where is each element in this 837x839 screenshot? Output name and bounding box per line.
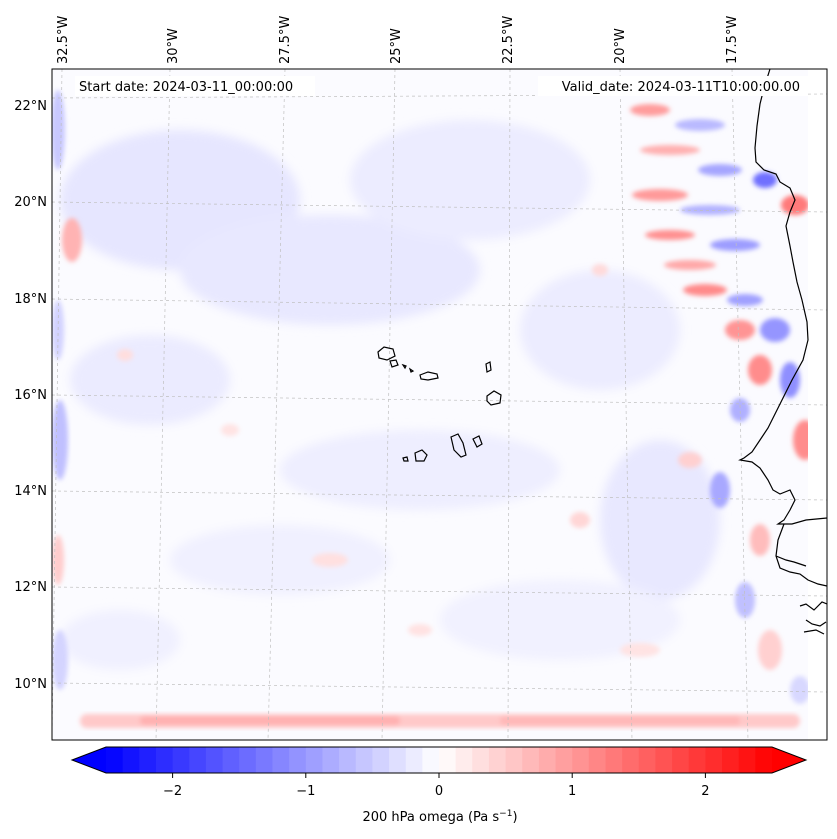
colorbar-segment	[439, 747, 457, 773]
colorbar-extend-low	[72, 747, 106, 773]
colorbar-segment	[155, 747, 174, 773]
colorbar-segment	[455, 747, 473, 773]
colorbar: −2 −1 0 1 2 200 hPa omega (Pa s−1)	[70, 746, 808, 825]
lon-label: 20°W	[613, 28, 628, 64]
lat-label: 12°N	[14, 580, 47, 595]
colorbar-segment	[339, 747, 357, 773]
colorbar-segment	[588, 747, 607, 773]
colorbar-segment	[405, 747, 423, 773]
colorbar-segment	[389, 747, 407, 773]
colorbar-segment	[655, 747, 673, 773]
colorbar-segment	[172, 747, 190, 773]
colorbar-segment	[605, 747, 623, 773]
colorbar-segment	[255, 747, 274, 773]
colorbar-segment	[555, 747, 573, 773]
lon-label: 30°W	[166, 28, 181, 64]
coastal-wave-pattern	[630, 104, 817, 704]
lon-label: 32.5°W	[56, 16, 71, 64]
colorbar-tick-label: 1	[568, 784, 576, 799]
graticule	[52, 69, 827, 740]
latitude-labels: 22°N 20°N 18°N 16°N 14°N 12°N 10°N	[14, 99, 47, 692]
valid-label-box	[538, 76, 808, 96]
map-frame	[51, 68, 828, 741]
omega-field-positive	[62, 218, 702, 657]
colorbar-segment	[522, 747, 540, 773]
colorbar-segment	[722, 747, 740, 773]
colorbar-segment	[122, 747, 140, 773]
start-label-box	[75, 76, 315, 96]
lat-label: 16°N	[14, 388, 47, 403]
colorbar-extend-high	[772, 747, 806, 773]
bottom-boundary-band	[80, 714, 800, 728]
colorbar-segment	[488, 747, 507, 773]
colorbar-segment	[505, 747, 523, 773]
lon-label: 17.5°W	[725, 16, 740, 64]
lat-label: 20°N	[14, 195, 47, 210]
colorbar-tick-label: −1	[296, 784, 315, 799]
lat-label: 18°N	[14, 292, 47, 307]
colorbar-segment	[538, 747, 557, 773]
colorbar-segment	[305, 747, 324, 773]
colorbar-segment	[572, 747, 590, 773]
colorbar-segment	[372, 747, 390, 773]
lon-label: 22.5°W	[501, 16, 516, 64]
colorbar-segment	[422, 747, 440, 773]
start-date-label: Start date: 2024-03-11_00:00:00	[79, 80, 293, 95]
colorbar-label: 200 hPa omega (Pa s−1)	[362, 809, 517, 825]
colorbar-tick-label: −2	[163, 784, 182, 799]
valid-date-label: Valid_date: 2024-03-11T10:00:00.00	[562, 80, 800, 95]
colorbar-segment	[322, 747, 340, 773]
longitude-labels: 32.5°W 30°W 27.5°W 25°W 22.5°W 20°W 17.5…	[56, 16, 740, 64]
lat-label: 14°N	[14, 484, 47, 499]
colorbar-segment	[189, 747, 207, 773]
lon-label: 25°W	[389, 28, 404, 64]
right-edge-strip	[808, 69, 827, 740]
colorbar-segment	[738, 747, 756, 773]
map-panel: Start date: 2024-03-11_00:00:00 Valid_da…	[52, 69, 827, 740]
lat-label: 10°N	[14, 677, 47, 692]
colorbar-ticks: −2 −1 0 1 2	[163, 773, 710, 799]
colorbar-segment	[638, 747, 657, 773]
colorbar-segment	[222, 747, 240, 773]
islands-cape-verde	[377, 346, 502, 462]
colorbar-segment	[705, 747, 723, 773]
colorbar-segment	[472, 747, 490, 773]
colorbar-outline	[70, 746, 808, 774]
colorbar-segment	[205, 747, 224, 773]
colorbar-segment	[289, 747, 307, 773]
colorbar-segment	[106, 747, 124, 773]
colorbar-segment	[139, 747, 157, 773]
colorbar-segment	[672, 747, 690, 773]
colorbar-segment	[239, 747, 257, 773]
colorbar-segment	[622, 747, 640, 773]
colorbar-segment	[355, 747, 373, 773]
lon-label: 27.5°W	[278, 16, 293, 64]
colorbar-segment	[688, 747, 706, 773]
colorbar-segment	[755, 747, 773, 773]
lat-label: 22°N	[14, 99, 47, 114]
colorbar-tick-label: 2	[701, 784, 709, 799]
colorbar-tick-label: 0	[435, 784, 443, 799]
coastline-africa	[738, 69, 827, 635]
colorbar-segments	[72, 747, 806, 773]
omega-field-weak	[60, 120, 720, 670]
colorbar-segment	[272, 747, 290, 773]
